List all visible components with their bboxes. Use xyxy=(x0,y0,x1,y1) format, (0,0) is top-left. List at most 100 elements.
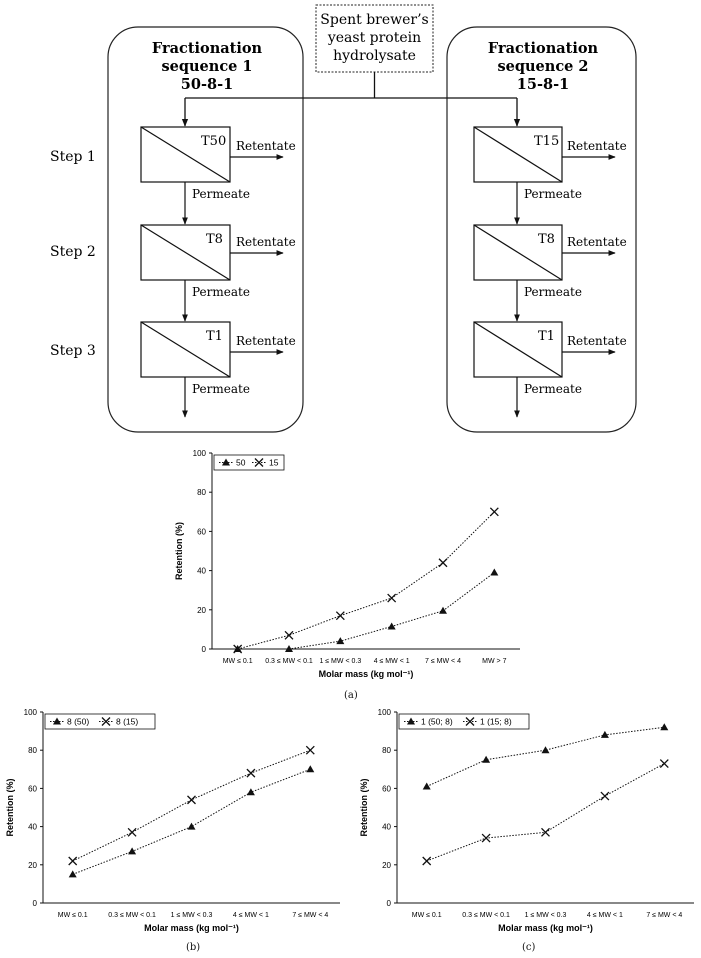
y-tick-label: 40 xyxy=(197,567,206,576)
data-point xyxy=(490,568,499,576)
seq1-permeate-label-2: Permeate xyxy=(192,285,250,299)
seq1-stage-1-label: T50 xyxy=(201,134,226,149)
data-point xyxy=(660,723,669,731)
legend-marker-x xyxy=(101,717,111,726)
legend-entry: 50 xyxy=(236,458,246,468)
x-tick-label: 1 ≤ MW < 0.3 xyxy=(319,658,361,665)
seq2-title-line1: Fractionation xyxy=(488,40,599,57)
series-x xyxy=(233,507,499,654)
x-tick-label: 0.3 ≤ MW < 0.1 xyxy=(108,912,156,919)
y-tick-label: 80 xyxy=(197,488,206,497)
series-triangle xyxy=(422,723,669,790)
series-line xyxy=(426,726,665,787)
y-axis-title: Retention (%) xyxy=(5,779,15,837)
y-tick-label: 40 xyxy=(382,823,391,832)
legend-entry: 8 (50) xyxy=(67,717,89,727)
y-tick-label: 0 xyxy=(387,899,392,908)
series-x xyxy=(422,759,669,866)
x-tick-label: MW ≤ 0.1 xyxy=(412,912,442,919)
seq2-stage-2-label: T8 xyxy=(538,232,555,247)
y-tick-label: 80 xyxy=(28,746,37,755)
legend-marker-triangle xyxy=(53,717,61,725)
seq2-stage-3: T1 xyxy=(473,321,563,378)
data-point xyxy=(489,507,499,517)
data-point xyxy=(600,730,609,738)
series-line xyxy=(72,749,311,862)
legend-marker-x xyxy=(254,458,264,467)
data-point xyxy=(438,558,448,568)
data-point xyxy=(335,611,345,621)
retention-chart-b: 0 20 40 60 80 100 MW ≤ 0.1 0.3 ≤ MW < 0.1 1 ≤ MW… xyxy=(5,708,340,933)
seq1-title-line2: sequence 1 xyxy=(161,58,252,75)
data-point xyxy=(422,782,431,790)
seq1-stage-3-label: T1 xyxy=(206,329,223,344)
x-axis-title: Molar mass (kg mol⁻¹) xyxy=(498,923,593,933)
y-tick-label: 60 xyxy=(28,784,37,793)
data-point xyxy=(305,745,315,755)
series-x xyxy=(68,745,315,866)
retention-chart-a: 0 20 40 60 80 100 MW ≤ 0.1 0.3 ≤ MW < 0.1 1 ≤ MW… xyxy=(174,449,520,679)
chart-c-caption: (c) xyxy=(522,942,536,953)
feed-label-line2: yeast protein xyxy=(327,30,421,46)
seq2-title-line2: sequence 2 xyxy=(497,58,588,75)
legend-entry: 8 (15) xyxy=(116,717,138,727)
seq2-code: 15-8-1 xyxy=(517,76,569,93)
legend-entry: 15 xyxy=(269,458,279,468)
y-axis-title: Retention (%) xyxy=(359,779,369,837)
data-point xyxy=(187,822,196,830)
y-tick-label: 20 xyxy=(28,861,37,870)
seq2-permeate-label-2: Permeate xyxy=(524,285,582,299)
y-tick-label: 80 xyxy=(382,746,391,755)
legend-box xyxy=(213,454,285,471)
chart-b-caption: (b) xyxy=(186,942,201,953)
data-point xyxy=(422,856,432,866)
feed-box xyxy=(315,4,434,73)
x-tick-label: 4 ≤ MW < 1 xyxy=(233,912,269,919)
seq1-stage-1: T50 xyxy=(140,126,231,183)
seq2-permeate-label-1: Permeate xyxy=(524,187,582,201)
y-tick-label: 20 xyxy=(382,861,391,870)
feed-label-line3: hydrolysate xyxy=(333,48,416,64)
data-point xyxy=(306,765,315,773)
step-label-1: Step 1 xyxy=(50,149,96,165)
legend-marker-triangle xyxy=(222,458,230,466)
legend-entry: 1 (15; 8) xyxy=(480,717,512,727)
x-tick-label: 7 ≤ MW < 4 xyxy=(292,912,328,919)
legend-entry: 1 (50; 8) xyxy=(421,717,453,727)
fractionation-flow-diagram: Spent brewer’s yeast protein hydrolysate… xyxy=(50,4,637,433)
seq1-retentate-label-3: Retentate xyxy=(236,334,296,348)
data-point xyxy=(541,827,550,837)
data-point xyxy=(481,833,491,843)
data-point xyxy=(387,622,396,630)
data-point xyxy=(600,791,610,801)
data-point xyxy=(246,788,255,796)
data-point xyxy=(284,630,294,640)
legend: 8 (50) 8 (15) xyxy=(44,713,156,730)
x-tick-label: MW ≤ 0.1 xyxy=(223,658,253,665)
y-tick-label: 20 xyxy=(197,606,206,615)
chart-a-caption: (a) xyxy=(344,690,358,701)
feed-label-line1: Spent brewer’s xyxy=(320,12,428,28)
x-tick-label: 1 ≤ MW < 0.3 xyxy=(171,912,213,919)
seq2-stage-2: T8 xyxy=(473,224,563,281)
seq1-retentate-label-2: Retentate xyxy=(236,235,296,249)
data-point xyxy=(659,759,669,769)
step-label-3: Step 3 xyxy=(50,343,96,359)
data-point xyxy=(336,637,345,645)
x-tick-label: MW ≤ 0.1 xyxy=(58,912,88,919)
y-axis-title: Retention (%) xyxy=(174,522,184,580)
y-tick-label: 100 xyxy=(24,708,38,717)
seq1-retentate-label-1: Retentate xyxy=(236,139,296,153)
seq1-stage-3: T1 xyxy=(140,321,231,378)
y-tick-label: 60 xyxy=(382,784,391,793)
seq1-title-line1: Fractionation xyxy=(152,40,263,57)
x-tick-label: MW > 7 xyxy=(482,658,506,665)
y-tick-label: 0 xyxy=(202,645,207,654)
seq2-retentate-label-1: Retentate xyxy=(567,139,627,153)
seq1-permeate-label-1: Permeate xyxy=(192,187,250,201)
seq2-stage-1-label: T15 xyxy=(534,134,559,149)
x-tick-label: 7 ≤ MW < 4 xyxy=(646,912,682,919)
y-tick-label: 0 xyxy=(33,899,38,908)
legend: 1 (50; 8) 1 (15; 8) xyxy=(398,713,530,730)
x-tick-label: 1 ≤ MW < 0.3 xyxy=(525,912,567,919)
